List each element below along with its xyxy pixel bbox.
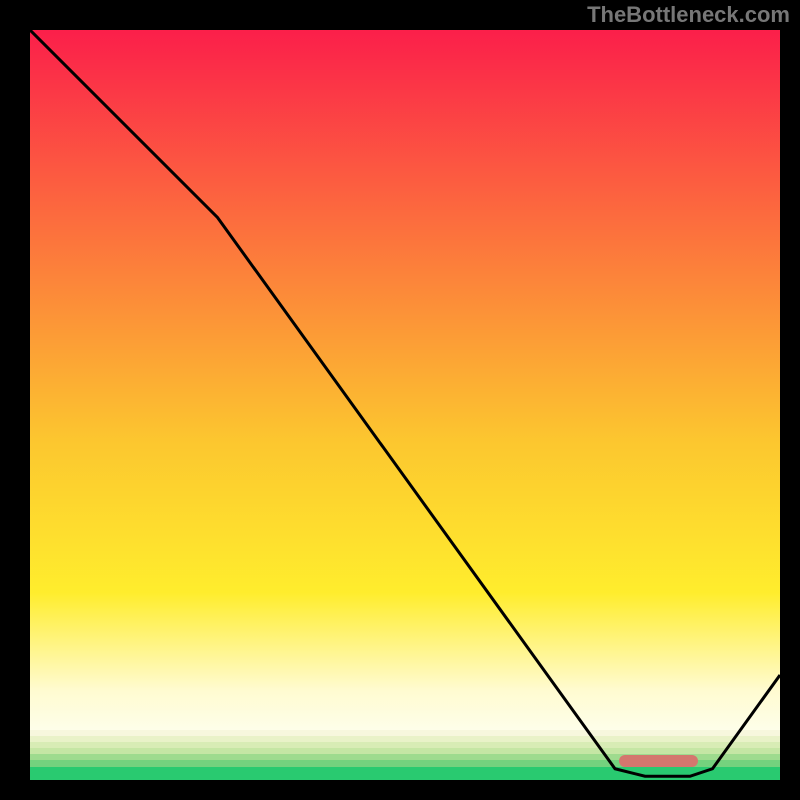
chart-optimal-marker (619, 755, 698, 767)
chart-line-svg (30, 30, 780, 780)
attribution-text: TheBottleneck.com (587, 2, 790, 28)
chart-series-line (30, 30, 780, 776)
chart-plot-area (30, 30, 780, 780)
